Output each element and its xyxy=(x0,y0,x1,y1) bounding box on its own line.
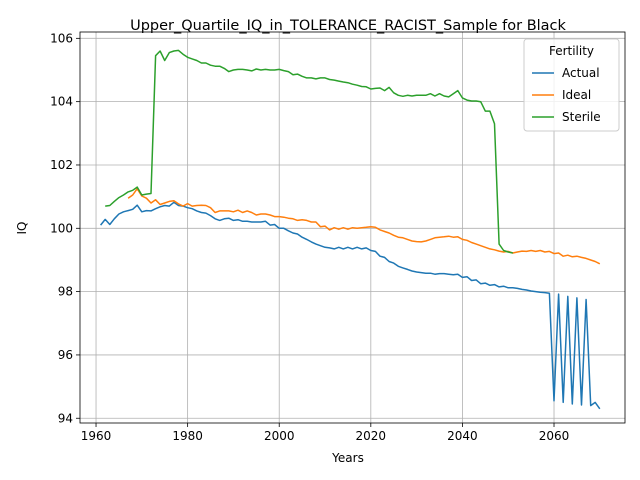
y-axis-ticks: 94 96 98 100 102 104 106 xyxy=(50,31,80,425)
series-line-ideal xyxy=(127,187,601,265)
y-tick-label: 96 xyxy=(58,348,73,362)
legend-label-sterile: Sterile xyxy=(562,110,601,124)
x-tick-label: 2020 xyxy=(356,429,387,443)
legend-title: Fertility xyxy=(549,44,594,58)
y-tick-label: 102 xyxy=(50,158,73,172)
y-tick-label: 106 xyxy=(50,31,73,45)
x-axis-label: Years xyxy=(331,451,364,465)
legend-box xyxy=(523,38,620,132)
x-tick-label: 2060 xyxy=(539,429,570,443)
y-tick-label: 98 xyxy=(58,285,73,299)
series-line-sterile xyxy=(105,49,513,254)
legend: Fertility Actual Ideal Sterile xyxy=(523,38,620,132)
y-axis-label: IQ xyxy=(15,222,29,235)
legend-label-ideal: Ideal xyxy=(562,88,591,102)
y-tick-label: 104 xyxy=(50,95,73,109)
plot-frame xyxy=(79,31,626,424)
x-tick-label: 2000 xyxy=(264,429,295,443)
y-tick-label: 94 xyxy=(58,411,73,425)
x-tick-label: 2040 xyxy=(447,429,478,443)
x-tick-label: 1980 xyxy=(172,429,203,443)
chart-title: Upper_Quartile_IQ_in_TOLERANCE_RACIST_Sa… xyxy=(130,18,566,34)
y-tick-label: 100 xyxy=(50,221,73,235)
series-layer xyxy=(100,49,601,410)
legend-label-actual: Actual xyxy=(562,66,600,80)
x-tick-label: 1960 xyxy=(81,429,112,443)
legend-items: Actual Ideal Sterile xyxy=(532,66,601,124)
x-axis-ticks: 1960 1980 2000 2020 2040 2060 xyxy=(81,423,570,443)
